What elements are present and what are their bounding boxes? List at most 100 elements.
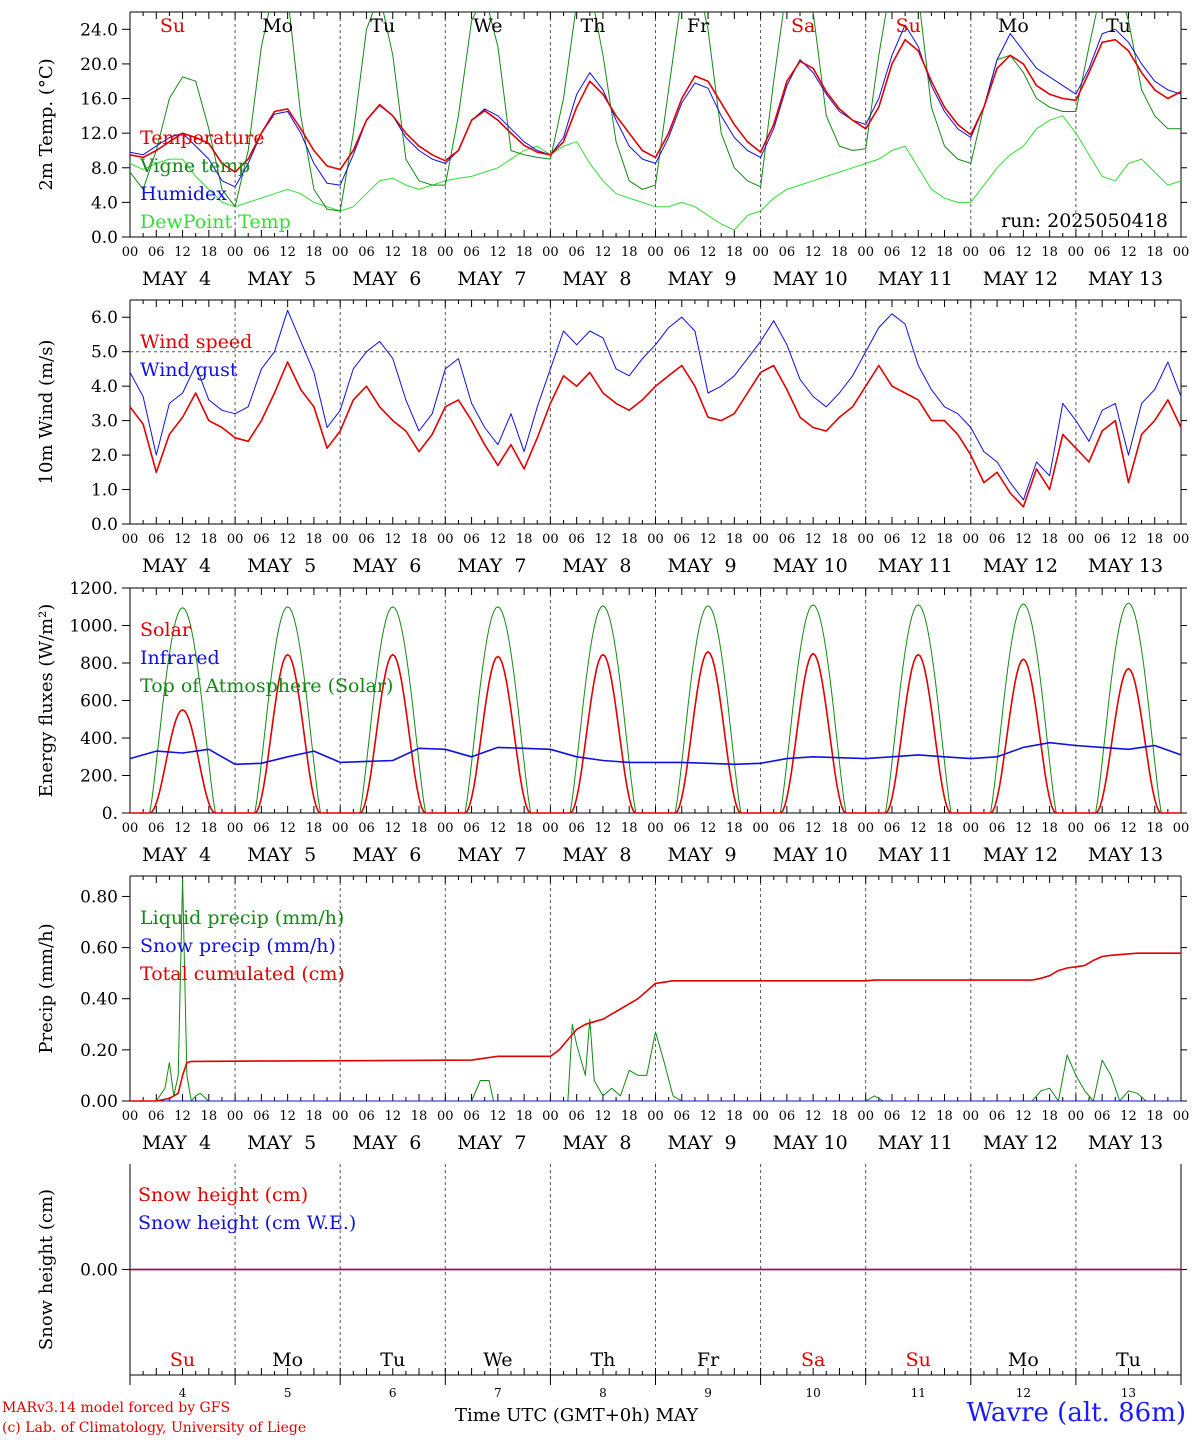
y-axis-label: Precip (mm/h) — [36, 923, 57, 1053]
hour-tick-label: 18 — [516, 532, 533, 547]
hour-tick-label: 06 — [1094, 1109, 1111, 1124]
series-temperature — [130, 38, 1181, 173]
hour-tick-label: 00 — [963, 532, 980, 547]
hour-tick-label: 18 — [936, 532, 953, 547]
y-tick-label: 0.0 — [91, 228, 118, 248]
series-solar — [130, 650, 1181, 814]
hour-tick-label: 12 — [490, 1109, 507, 1124]
hour-tick-label: 12 — [174, 821, 191, 836]
y-tick-label: 4.0 — [91, 193, 118, 213]
hour-tick-label: 00 — [1068, 821, 1085, 836]
y-tick-label: 200. — [80, 767, 118, 787]
weekday-label: Fr — [687, 15, 710, 37]
hour-tick-label: 12 — [174, 1109, 191, 1124]
date-label: MAY 7 — [457, 268, 526, 290]
legend-entry: Infrared — [140, 647, 220, 669]
hour-tick-label: 06 — [989, 245, 1006, 260]
hour-tick-label: 18 — [621, 1109, 638, 1124]
hour-tick-label: 00 — [122, 1109, 139, 1124]
y-tick-label: 2.0 — [91, 446, 118, 466]
y-tick-label: 0.20 — [80, 1041, 118, 1061]
hour-tick-label: 00 — [647, 532, 664, 547]
lab-credit: (c) Lab. of Climatology, University of L… — [2, 1420, 307, 1436]
hour-tick-label: 12 — [1015, 1109, 1032, 1124]
hour-tick-label: 18 — [831, 532, 848, 547]
legend-entry: Wind speed — [140, 331, 252, 353]
legend-entry: DewPoint Temp — [140, 211, 291, 233]
legend-entry: Temperature — [140, 127, 264, 149]
hour-tick-label: 18 — [936, 245, 953, 260]
hour-tick-label: 00 — [542, 821, 559, 836]
hour-tick-label: 12 — [700, 1109, 717, 1124]
hour-tick-label: 12 — [1120, 245, 1137, 260]
hour-tick-label: 00 — [647, 1109, 664, 1124]
date-label: MAY 4 — [142, 844, 211, 866]
date-label: MAY 6 — [352, 1132, 421, 1154]
hour-tick-label: 12 — [174, 245, 191, 260]
date-label: MAY 10 — [773, 555, 848, 577]
hour-tick-label: 18 — [516, 245, 533, 260]
series-wind-speed — [129, 361, 1182, 508]
hour-tick-label: 18 — [831, 245, 848, 260]
hour-tick-label: 00 — [857, 245, 874, 260]
day-number-label: 7 — [494, 1386, 502, 1400]
legend-entry: Snow height (cm) — [138, 1184, 308, 1206]
y-tick-label: 5.0 — [91, 343, 118, 363]
weekday-label: Mo — [262, 15, 293, 37]
y-tick-label: 1000. — [69, 617, 118, 637]
date-label: MAY 5 — [247, 268, 316, 290]
hour-tick-label: 18 — [306, 245, 323, 260]
hour-tick-label: 12 — [279, 532, 296, 547]
hour-tick-label: 00 — [437, 245, 454, 260]
day-number-label: 8 — [599, 1386, 607, 1400]
hour-tick-label: 18 — [1041, 245, 1058, 260]
day-number-label: 9 — [704, 1386, 712, 1400]
hour-tick-label: 00 — [1173, 245, 1190, 260]
y-tick-label: 16.0 — [80, 90, 118, 110]
y-axis-label: 10m Wind (m/s) — [36, 340, 57, 485]
hour-tick-label: 00 — [227, 821, 244, 836]
y-axis-label: Energy fluxes (W/m²) — [36, 604, 57, 798]
y-tick-label: 24.0 — [80, 20, 118, 40]
hour-tick-label: 00 — [1068, 532, 1085, 547]
date-label: MAY 13 — [1088, 268, 1163, 290]
hour-tick-label: 06 — [674, 245, 691, 260]
hour-tick-label: 12 — [805, 821, 822, 836]
hour-tick-label: 06 — [674, 532, 691, 547]
hour-tick-label: 00 — [542, 532, 559, 547]
hour-tick-label: 06 — [253, 1109, 270, 1124]
hour-tick-label: 12 — [595, 532, 612, 547]
y-axis-label: Snow height (cm) — [36, 1189, 57, 1350]
hour-tick-label: 06 — [989, 1109, 1006, 1124]
date-label: MAY 13 — [1088, 844, 1163, 866]
station-name: Wavre (alt. 86m) — [966, 1398, 1186, 1428]
hour-tick-label: 00 — [122, 821, 139, 836]
hour-tick-label: 06 — [1094, 821, 1111, 836]
hour-tick-label: 00 — [963, 1109, 980, 1124]
hour-tick-label: 18 — [516, 1109, 533, 1124]
temperature-series — [130, 12, 1181, 231]
day-number-label: 4 — [179, 1386, 187, 1400]
series-liquid-precip-mm-h- — [130, 878, 1181, 1102]
hour-tick-label: 18 — [1041, 1109, 1058, 1124]
date-label: MAY 11 — [878, 555, 953, 577]
y-tick-label: 6.0 — [91, 308, 118, 328]
date-label: MAY 8 — [562, 268, 631, 290]
legend-entry: Top of Atmosphere (Solar) — [140, 675, 393, 697]
hour-tick-label: 06 — [463, 532, 480, 547]
weekday-label: Fr — [697, 1349, 720, 1371]
hour-tick-label: 00 — [963, 245, 980, 260]
hour-tick-label: 06 — [884, 1109, 901, 1124]
series-vigne-temp — [130, 12, 1181, 212]
hour-tick-label: 06 — [779, 1109, 796, 1124]
hour-tick-label: 12 — [595, 1109, 612, 1124]
hour-tick-label: 12 — [910, 1109, 927, 1124]
hour-tick-label: 12 — [1015, 245, 1032, 260]
y-tick-label: 0.60 — [80, 939, 118, 959]
panel-2: 0.0 1.0 2.0 3.0 4.0 5.0 6.0 10m Wind (m/s) 00 06 1… — [36, 299, 1189, 577]
panel-4: 0.00 0.20 0.40 0.60 0.80 Precip (mm/h) 00 06 12 1… — [36, 875, 1189, 1154]
y-tick-label: 600. — [80, 692, 118, 712]
hour-tick-label: 18 — [411, 821, 428, 836]
date-label: MAY 6 — [352, 555, 421, 577]
